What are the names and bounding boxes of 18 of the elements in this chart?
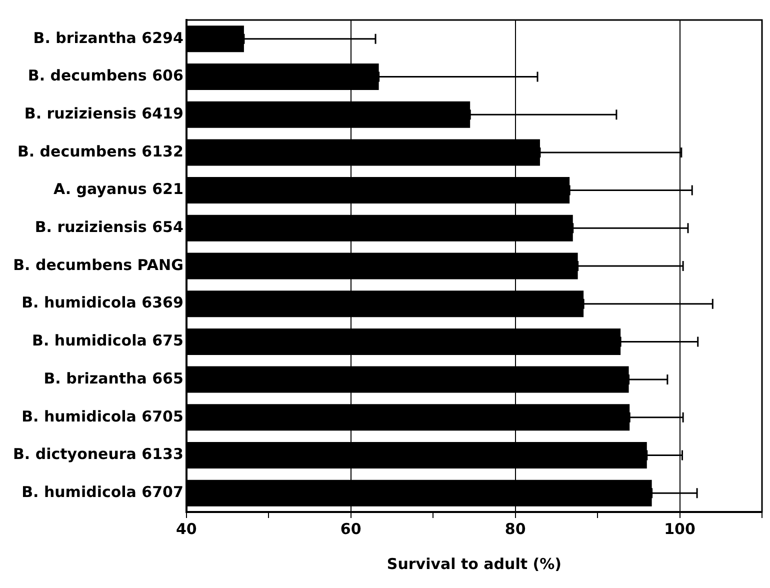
y-tick-label: B. humidicola 675 xyxy=(32,332,184,350)
y-tick-label: B. humidicola 6707 xyxy=(22,482,184,501)
y-tick-label: A. gayanus 621 xyxy=(53,180,184,198)
x-tick-label: 60 xyxy=(340,520,362,538)
x-axis-title: Survival to adult (%) xyxy=(386,554,562,573)
y-tick-label: B. humidicola 6705 xyxy=(22,407,184,426)
x-tick-label: 80 xyxy=(504,520,526,538)
x-tick-label: 100 xyxy=(664,520,696,538)
y-tick-label: B. brizantha 665 xyxy=(44,369,184,388)
y-tick-label: B. decumbens 6132 xyxy=(17,142,184,160)
y-tick-label: B. decumbens PANG xyxy=(13,256,184,274)
y-tick-label: B. ruziziensis 6419 xyxy=(24,104,184,123)
y-tick-label: B. ruziziensis 654 xyxy=(34,218,184,236)
x-tick-label: 40 xyxy=(176,520,197,538)
y-tick-label: B. dictyoneura 6133 xyxy=(12,445,184,464)
y-tick-label: B. brizantha 6294 xyxy=(33,28,184,47)
y-tick-label: B. decumbens 606 xyxy=(28,66,184,85)
y-tick-label: B. humidicola 6369 xyxy=(22,294,184,312)
